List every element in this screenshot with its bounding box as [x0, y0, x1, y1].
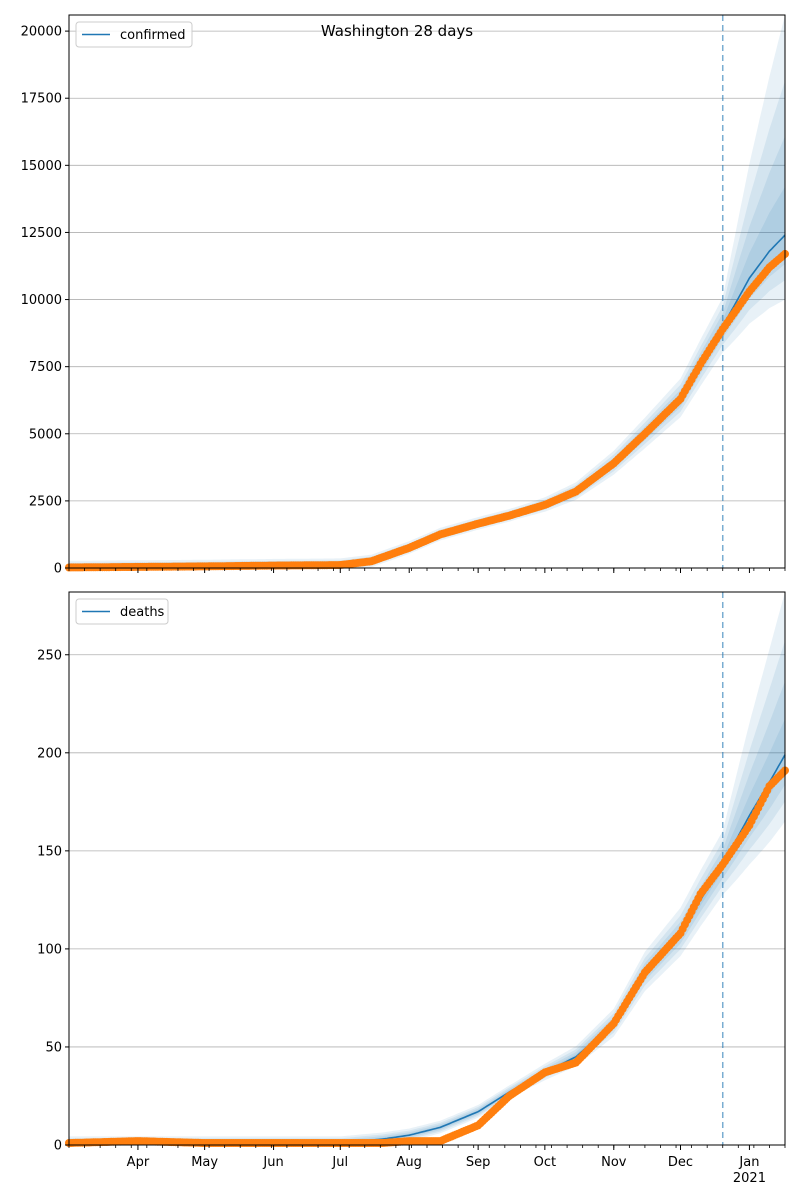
confirmed-y-tick-label: 20000 — [21, 25, 62, 40]
confirmed-legend-label: confirmed — [120, 28, 186, 43]
chart-title: Washington 28 days — [321, 22, 473, 40]
confirmed-y-tick-label: 5000 — [29, 427, 62, 442]
deaths-y-tick-label: 100 — [37, 942, 62, 957]
confirmed-y-tick-label: 12500 — [21, 226, 62, 241]
confirmed-y-tick-label: 7500 — [29, 360, 62, 375]
confirmed-y-tick-label: 15000 — [21, 159, 62, 174]
deaths-legend: deaths — [75, 598, 169, 625]
x-tick-label: Jul — [331, 1155, 348, 1170]
confirmed-uncertainty-band — [69, 186, 785, 568]
confirmed-legend: confirmed — [75, 21, 193, 48]
x-tick-label: Jun — [262, 1155, 283, 1170]
confirmed-y-tick-label: 10000 — [21, 293, 62, 308]
deaths-panel: 0 50 100 150 200 250 Apr May Jun Jul Aug Sep Oct Nov D… — [37, 591, 789, 1186]
x-tick-label: Jan — [738, 1155, 759, 1170]
deaths-uncertainty-band — [69, 592, 785, 1145]
confirmed-uncertainty-band — [69, 81, 785, 568]
deaths-legend-box — [75, 598, 169, 625]
deaths-y-tick-label: 0 — [54, 1139, 62, 1154]
deaths-y-tick-label: 200 — [37, 746, 62, 761]
x-tick-label: May — [191, 1155, 218, 1170]
x-tick-label: Nov — [601, 1155, 627, 1170]
x-tick-label: Sep — [466, 1155, 491, 1170]
confirmed-y-tick-label: 17500 — [21, 92, 62, 107]
confirmed-panel: 0 2500 5000 7500 10000 12500 15000 17500 20000 co… — [21, 14, 789, 577]
deaths-y-tick-label: 50 — [45, 1040, 62, 1055]
x-tick-label: Aug — [397, 1155, 422, 1170]
x-tick-label: Oct — [534, 1155, 556, 1170]
confirmed-y-tick-label: 2500 — [29, 494, 62, 509]
deaths-uncertainty-band — [69, 640, 785, 1145]
deaths-axes-frame — [68, 591, 786, 1146]
x-tick-year-label: 2021 — [733, 1171, 766, 1186]
confirmed-y-tick-label: 0 — [54, 562, 62, 577]
x-tick-label: Apr — [127, 1155, 150, 1170]
deaths-legend-label: deaths — [120, 605, 165, 620]
deaths-y-tick-label: 150 — [37, 844, 62, 859]
x-tick-label: Dec — [668, 1155, 693, 1170]
confirmed-uncertainty-band — [69, 136, 785, 568]
deaths-y-tick-label: 250 — [37, 648, 62, 663]
confirmed-legend-box — [75, 21, 193, 48]
